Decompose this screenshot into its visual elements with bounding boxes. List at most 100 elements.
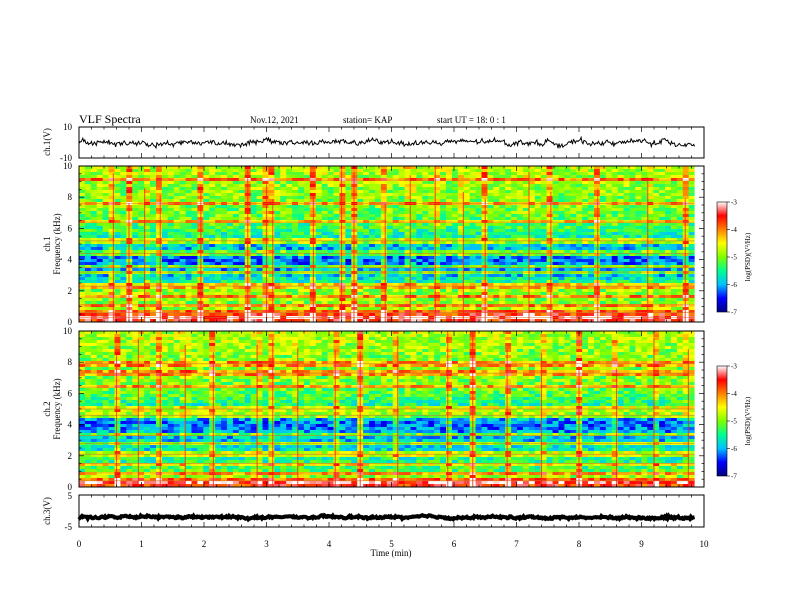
spectrogram-cell: [534, 193, 542, 197]
spectrogram-cell: [552, 229, 559, 233]
spectrogram-cell: [410, 289, 417, 293]
spectrogram-cell: [345, 283, 352, 287]
spectrogram-cell: [410, 277, 417, 281]
spectrogram-cell: [552, 184, 559, 188]
spectrogram-cell: [280, 298, 287, 302]
spectrogram-cell: [321, 286, 328, 290]
spectrogram-cell: [469, 289, 476, 293]
spectrogram-cell: [79, 262, 86, 266]
spectrogram-cell: [605, 181, 613, 185]
spectrogram-cell: [593, 187, 601, 191]
spectrogram-cell: [173, 319, 180, 323]
spectrogram-cell: [102, 229, 109, 233]
spectrogram-cell: [457, 313, 465, 317]
spectrogram-cell: [499, 307, 506, 311]
spectrogram-cell: [150, 187, 157, 191]
spectrogram-cell: [280, 196, 287, 200]
spectrogram-cell: [499, 181, 506, 185]
spectrogram-cell: [327, 211, 334, 215]
spectrogram-cell: [546, 169, 553, 173]
spectrogram-cell: [540, 223, 547, 227]
spectrogram-cell: [150, 268, 157, 272]
spectrogram-cell: [250, 268, 257, 272]
spectrogram-cell: [511, 175, 518, 179]
spectrogram-cell: [611, 235, 619, 239]
spectrogram-cell: [345, 247, 352, 251]
spectrogram-cell: [404, 304, 411, 308]
spectrogram-cell: [588, 295, 595, 299]
spectrogram-cell: [185, 244, 192, 248]
spectrogram-cell: [582, 208, 589, 212]
spectrogram-cell: [605, 304, 613, 308]
spectrogram-cell: [380, 169, 388, 173]
spectrogram-cell: [120, 214, 127, 218]
spectrogram-cell: [185, 289, 192, 293]
spectrogram-cell: [522, 181, 530, 185]
spectrogram-cell: [209, 178, 216, 182]
spectrogram-cell: [138, 265, 145, 269]
spectrogram-cell: [493, 208, 500, 212]
spectrogram-cell: [386, 184, 394, 188]
spectrogram-cell: [232, 229, 240, 233]
spectrogram-cell: [221, 271, 228, 275]
spectrogram-cell: [593, 271, 601, 275]
spectrogram-cell: [274, 256, 281, 260]
spectrogram-cell: [132, 229, 139, 233]
spectrogram-cell: [209, 289, 216, 293]
spectrogram-cell: [315, 292, 323, 296]
spectrogram-cell: [469, 283, 476, 287]
spectrogram-cell: [96, 169, 104, 173]
spectrogram-cell: [451, 250, 459, 254]
spectrogram-cell: [493, 256, 500, 260]
spectrogram-cell: [475, 247, 482, 251]
spectrogram-cell: [268, 307, 275, 311]
spectrogram-cell: [428, 232, 435, 236]
spectrogram-cell: [333, 280, 340, 284]
spectrogram-cell: [167, 289, 175, 293]
spectrogram-cell: [256, 301, 263, 305]
spectrogram-cell: [238, 256, 246, 260]
spectrogram-cell: [357, 271, 364, 275]
spectrogram-cell: [493, 280, 500, 284]
spectrogram-cell: [114, 175, 121, 179]
spectrogram-cell: [593, 250, 601, 254]
spectrogram-cell: [298, 238, 305, 242]
spectrogram-cell: [588, 268, 595, 272]
spectrogram-cell: [605, 223, 613, 227]
spectrogram-cell: [463, 301, 471, 305]
spectrogram-cell: [179, 169, 186, 173]
spectrogram-cell: [422, 313, 429, 317]
spectrogram-cell: [280, 301, 287, 305]
spectrogram-cell: [102, 223, 109, 227]
spectrogram-cell: [546, 187, 553, 191]
spectrogram-cell: [528, 265, 536, 269]
spectrogram-cell: [357, 205, 364, 209]
spectrogram-cell: [84, 289, 92, 293]
spectrogram-cell: [487, 265, 494, 269]
spectrogram-cell: [363, 253, 370, 257]
spectrogram-cell: [428, 208, 435, 212]
spectrogram-cell: [221, 184, 228, 188]
spectrogram-cell: [150, 175, 157, 179]
spectrogram-cell: [511, 277, 518, 281]
spectrogram-cell: [238, 232, 246, 236]
spectrogram-cell: [451, 244, 459, 248]
spectrogram-cell: [582, 232, 589, 236]
spectrogram-cell: [487, 256, 494, 260]
spectrogram-cell: [428, 178, 435, 182]
spectrogram-cell: [582, 301, 589, 305]
spectrogram-cell: [434, 196, 441, 200]
spectrogram-cell: [558, 316, 565, 320]
spectrogram-cell: [327, 178, 334, 182]
spectrogram-cell: [167, 193, 175, 197]
spectrogram-cell: [416, 172, 423, 176]
spectrogram-cell: [428, 313, 435, 317]
spectrogram-cell: [369, 238, 376, 242]
spectrogram-cell: [268, 244, 275, 248]
spectrogram-cell: [576, 166, 583, 170]
spectrogram-cell: [256, 232, 263, 236]
spectrogram-cell: [428, 274, 435, 278]
spectrogram-cell: [280, 274, 287, 278]
spectrogram-cell: [552, 250, 559, 254]
spectrogram-cell: [84, 175, 92, 179]
